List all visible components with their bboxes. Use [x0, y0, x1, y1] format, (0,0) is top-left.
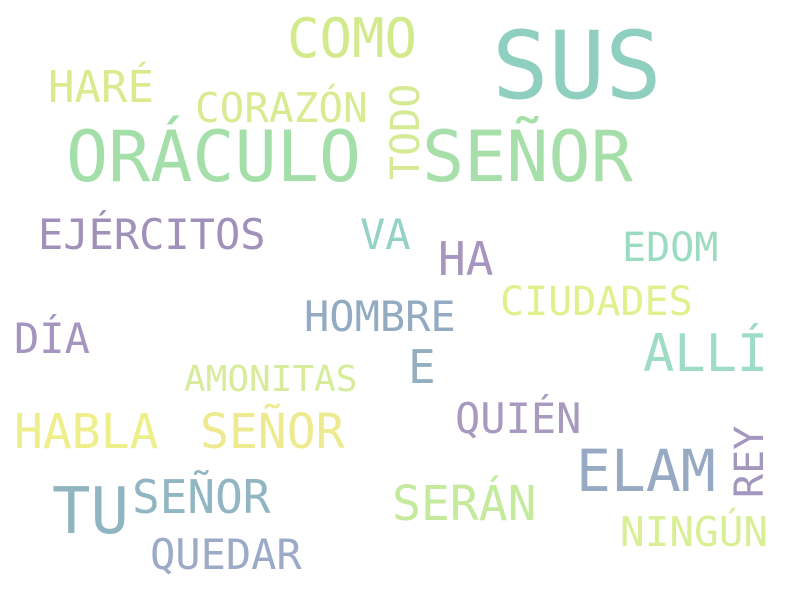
- word-quien: QUIÉN: [455, 394, 582, 443]
- word-hombre: HOMBRE: [304, 292, 456, 341]
- word-e: E: [408, 340, 436, 394]
- word-senor-yellow: SEÑOR: [200, 404, 345, 460]
- word-todo: TODO: [383, 83, 429, 180]
- word-como: COMO: [287, 7, 418, 70]
- word-sus: SUS: [492, 12, 662, 121]
- word-hare: HARÉ: [48, 62, 154, 113]
- word-seran: SERÁN: [392, 476, 537, 532]
- word-dia: DÍA: [14, 314, 90, 363]
- word-alli: ALLÍ: [643, 324, 769, 384]
- word-elam: ELAM: [576, 437, 716, 505]
- word-habla: HABLA: [14, 404, 159, 460]
- word-oraculo: ORÁCULO: [66, 116, 362, 198]
- word-senor-large: SEÑOR: [422, 116, 633, 198]
- word-ejercitos: EJÉRCITOS: [38, 210, 266, 259]
- word-rey: REY: [727, 425, 773, 498]
- word-senor-blue: SEÑOR: [132, 470, 271, 524]
- word-ha: HA: [438, 232, 494, 286]
- word-va: VA: [360, 210, 411, 259]
- word-amonitas: AMONITAS: [184, 359, 358, 400]
- word-edom: EDOM: [622, 225, 719, 271]
- word-ciudades: CIUDADES: [500, 279, 693, 325]
- word-tu: TU: [52, 475, 130, 549]
- word-quedar: QUEDAR: [150, 530, 302, 579]
- word-ningun: NINGÚN: [620, 508, 769, 556]
- word-corazon: CORAZÓN: [195, 84, 368, 132]
